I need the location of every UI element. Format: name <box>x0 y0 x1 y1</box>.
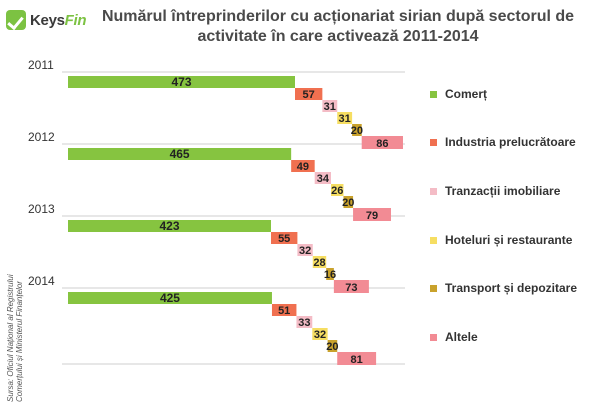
bar-segment <box>361 136 403 149</box>
chart-title-line-1: Numărul întreprinderilor cu acționariat … <box>101 8 575 25</box>
bar-segment <box>343 196 354 208</box>
bar-segment <box>312 256 327 268</box>
year-label: 2011 <box>28 58 54 72</box>
legend-swatch <box>430 187 437 195</box>
legend-item: Hoteluri și restaurante <box>430 232 572 248</box>
legend-label: Transport și depozitare <box>445 281 578 295</box>
legend-label: Hoteluri și restaurante <box>445 233 573 247</box>
data-label: 20 <box>326 341 338 353</box>
year-label: 2012 <box>28 130 55 144</box>
chart-title: Numărul întreprinderilor cu acționariat … <box>98 7 578 47</box>
data-label: 79 <box>366 210 378 222</box>
source-note: Sursa: Oficiul Național al Registrului C… <box>6 254 34 402</box>
bar-segment <box>68 148 292 160</box>
bar-segment <box>295 88 323 100</box>
bar-segment <box>326 268 334 280</box>
bar-segment <box>314 172 331 184</box>
legend-swatch <box>430 236 437 244</box>
data-label: 425 <box>160 291 180 305</box>
logo-brand-main: Keys <box>30 11 65 29</box>
legend-swatch <box>430 284 437 292</box>
data-label: 86 <box>376 138 388 150</box>
bar-segment <box>312 328 328 340</box>
data-label: 55 <box>278 233 290 245</box>
year-label: 2013 <box>28 202 55 216</box>
bar-segment <box>271 232 298 244</box>
legend-swatch <box>430 333 437 341</box>
data-label: 465 <box>170 147 190 161</box>
keysfin-logo: KeysFin <box>6 8 87 32</box>
data-label: 20 <box>351 125 363 137</box>
legend-swatch <box>430 90 437 98</box>
legend-item: Transport și depozitare <box>430 280 577 296</box>
data-label: 31 <box>339 113 351 125</box>
data-label: 28 <box>313 257 325 269</box>
data-label: 26 <box>331 185 343 197</box>
legend-swatch <box>430 138 437 146</box>
bar-segment <box>337 352 377 365</box>
data-label: 73 <box>345 282 357 294</box>
data-label: 32 <box>314 329 326 341</box>
bar-segment <box>322 100 338 112</box>
bar-segment <box>337 112 353 124</box>
data-label: 33 <box>298 317 310 329</box>
legend-label: Tranzacții imobiliare <box>445 184 561 198</box>
logo-brand-accent: Fin <box>64 11 87 29</box>
legend-item: Industria prelucrătoare <box>430 134 576 150</box>
checkmark-logo-icon <box>6 10 26 30</box>
legend-label: Comerț <box>445 87 488 101</box>
bar-segment <box>296 316 313 328</box>
year-label: 2014 <box>28 274 55 288</box>
data-label: 20 <box>342 197 354 209</box>
data-label: 32 <box>299 245 311 257</box>
source-line-1: Sursa: Oficiul Național al Registrului <box>6 274 15 402</box>
data-label: 81 <box>351 354 363 366</box>
data-label: 423 <box>159 219 179 233</box>
logo-text: KeysFin <box>30 11 87 29</box>
bar-segment <box>333 280 369 293</box>
bar-segment <box>68 220 271 232</box>
data-label: 473 <box>171 75 191 89</box>
data-label: 16 <box>324 269 336 281</box>
legend-item: Altele <box>430 329 478 345</box>
data-label: 57 <box>303 89 315 101</box>
bar-segment <box>327 340 338 352</box>
bar-segment <box>291 160 315 172</box>
bar-segment <box>271 304 297 316</box>
legend-label: Industria prelucrătoare <box>445 135 576 149</box>
data-label: 31 <box>324 101 336 113</box>
legend-item: Comerț <box>430 86 487 102</box>
bar-segment <box>68 76 295 88</box>
chart-title-line-2: activitate în care activează 2011-2014 <box>197 28 479 45</box>
bar-segment <box>353 208 391 221</box>
data-label: 34 <box>317 173 330 185</box>
bar-segment <box>352 124 362 136</box>
legend-item: Tranzacții imobiliare <box>430 183 560 199</box>
bar-segment <box>330 184 344 196</box>
source-line-2: Comerțului și Ministerul Finanțelor <box>15 281 24 402</box>
bar-segment <box>297 244 313 256</box>
data-label: 51 <box>278 305 290 317</box>
data-label: 49 <box>297 161 309 173</box>
legend-label: Altele <box>445 330 478 344</box>
bar-segment <box>68 292 272 304</box>
